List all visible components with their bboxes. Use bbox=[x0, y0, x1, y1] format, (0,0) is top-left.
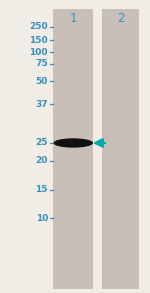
Text: 15: 15 bbox=[36, 185, 48, 194]
Text: 20: 20 bbox=[36, 156, 48, 165]
Bar bbox=[102, 9, 139, 289]
Text: 100: 100 bbox=[30, 48, 48, 57]
Text: 1: 1 bbox=[69, 12, 77, 25]
Ellipse shape bbox=[53, 138, 93, 148]
Text: 75: 75 bbox=[35, 59, 48, 68]
Text: 50: 50 bbox=[36, 77, 48, 86]
Bar bbox=[53, 9, 93, 289]
Text: 250: 250 bbox=[29, 23, 48, 31]
Text: 10: 10 bbox=[36, 214, 48, 223]
Text: 150: 150 bbox=[29, 36, 48, 45]
Text: 2: 2 bbox=[117, 12, 124, 25]
Text: 37: 37 bbox=[35, 100, 48, 108]
Text: 25: 25 bbox=[36, 139, 48, 147]
